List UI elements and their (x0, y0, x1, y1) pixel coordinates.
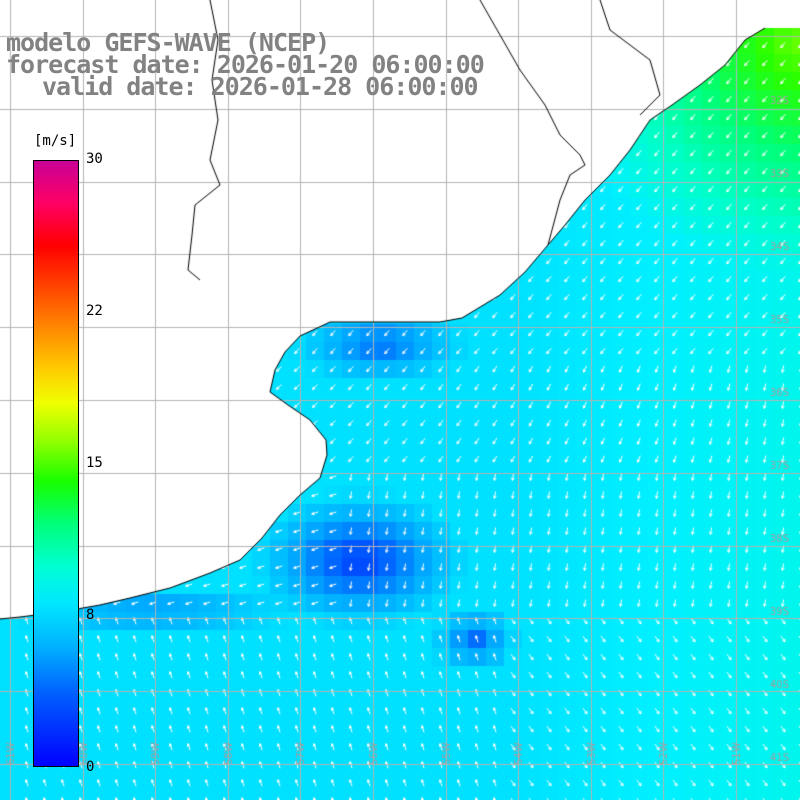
colorbar (33, 160, 79, 767)
colorbar-tick-0: 0 (86, 759, 95, 775)
colorbar-tick-8: 8 (86, 607, 95, 623)
colorbar-tick-30: 30 (86, 151, 103, 167)
valid-date: valid date: 2026-01-28 06:00:00 (42, 72, 479, 101)
colorbar-unit: [m/s] (34, 133, 77, 149)
colorbar-tick-15: 15 (86, 455, 103, 471)
title-model: modelo GEFS-WAVE (NCEP) (6, 28, 330, 57)
forecast-date: forecast date: 2026-01-20 06:00:00 (6, 50, 485, 79)
colorbar-tick-22: 22 (86, 303, 103, 319)
